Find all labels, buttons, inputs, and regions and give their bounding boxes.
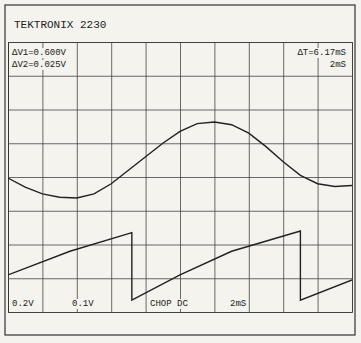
grid-line (111, 42, 112, 312)
grid-line (8, 76, 352, 77)
grid-line (180, 42, 181, 312)
readout-ground (11, 48, 68, 58)
readout: ΔV1=0.600V (12, 48, 67, 58)
grid-line (214, 42, 215, 312)
readout: CHOP DC (150, 299, 188, 309)
grid-line (8, 143, 352, 144)
grid-line (214, 42, 215, 312)
grid-line (249, 42, 250, 312)
grid-line (352, 42, 353, 312)
scope-screen: TEKTRONIX 2230 ΔV1=0.600V ΔV2=0.025V ΔT=6.1… (0, 0, 361, 343)
readout-ground (149, 299, 189, 309)
readout: ΔV2=0.025V (12, 60, 67, 70)
grid-line (8, 42, 352, 43)
grid-line (146, 42, 147, 312)
grid-line (8, 76, 352, 77)
x-axis (9, 42, 353, 313)
grid-line (8, 211, 352, 212)
grid-line (8, 110, 352, 111)
y-axis (8, 43, 352, 313)
readout: 2mS (230, 299, 246, 309)
grid-line (8, 42, 352, 43)
grid-line (8, 177, 352, 178)
readout-ground (11, 299, 35, 309)
grid-line (180, 42, 181, 312)
grid-line (146, 42, 147, 312)
grid-line (8, 312, 352, 313)
traces (8, 122, 352, 300)
readout-ground (71, 299, 95, 309)
title: TEKTRONIX 2230 (14, 19, 106, 31)
readout-ground (329, 60, 347, 70)
grid-line (8, 211, 352, 212)
readout-ground (296, 48, 347, 58)
readout-ground (229, 299, 247, 309)
grid-line (42, 42, 43, 312)
grid-line (8, 110, 352, 111)
grid-line (8, 143, 352, 144)
grid-line (8, 177, 352, 178)
trace (8, 231, 352, 300)
grid-line (283, 42, 284, 312)
grid-line (318, 42, 319, 312)
axis-line (9, 43, 353, 313)
readout: 2mS (330, 60, 346, 70)
trace (8, 122, 352, 198)
grid-line (352, 42, 353, 312)
readout: ΔT=6.17mS (297, 48, 346, 58)
grid-line (42, 42, 43, 312)
grid-line (77, 42, 78, 312)
grid-line (283, 42, 284, 312)
grid-line (111, 42, 112, 312)
grid-line (318, 42, 319, 312)
readout-ground (11, 60, 68, 70)
grid-line (77, 42, 78, 312)
axis-line (9, 42, 353, 313)
grid-line (8, 312, 352, 313)
outer-frame (5, 5, 355, 335)
grid-line (249, 42, 250, 312)
readout: 0.1V (72, 299, 94, 309)
readout: 0.2V (12, 299, 34, 309)
readouts: ΔV1=0.600V ΔV2=0.025V ΔT=6.17mS 2mS 0.2V 0.1V… (11, 48, 347, 309)
